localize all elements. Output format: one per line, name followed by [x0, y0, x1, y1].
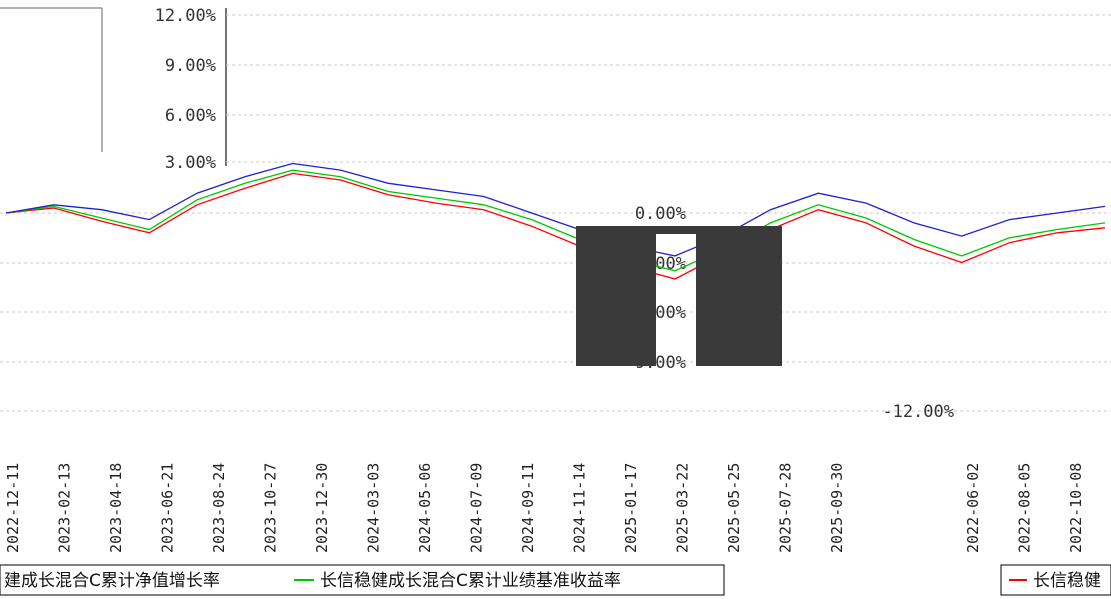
- x-tick-label: 2025-09-30: [828, 463, 846, 553]
- y-tick-label: 0.00%: [635, 204, 686, 224]
- legend-right-text: 长信稳健: [1033, 571, 1101, 591]
- grid: [0, 14, 1111, 412]
- x-tick-label: 2022-10-08: [1067, 463, 1085, 553]
- x-tick-labels: 2022-12-11 2023-02-13 2023-04-18 2023-06-21…: [4, 463, 1085, 553]
- series-line: [5, 172, 1106, 280]
- y-tick-label: 3.00%: [165, 153, 216, 173]
- y-tick-label: 6.00%: [165, 106, 216, 126]
- x-tick-label: 2024-03-03: [365, 463, 383, 553]
- x-tick-label: 2023-12-30: [313, 463, 331, 553]
- y-tick-label: 12.00%: [155, 6, 216, 26]
- plot-frame: [0, 7, 227, 166]
- x-tick-label: 2023-10-27: [262, 463, 280, 553]
- artifact-block-top: [576, 226, 782, 234]
- x-tick-label: 2022-12-11: [4, 463, 22, 553]
- y-tick-label: -12.00%: [882, 402, 954, 422]
- legend-left-text: 建成长混合C累计净值增长率: [4, 571, 220, 591]
- x-tick-label: 2022-08-05: [1016, 463, 1034, 553]
- series-layer: [5, 162, 1106, 280]
- artifact-block-left: [576, 226, 656, 366]
- x-tick-label: 2023-02-13: [56, 463, 74, 553]
- legend-box: [0, 564, 725, 596]
- x-tick-label: 2024-05-06: [416, 463, 434, 553]
- y-tick-label: 9.00%: [165, 56, 216, 76]
- legend-right-box: [1000, 564, 1111, 596]
- series-line: [5, 169, 1106, 272]
- x-tick-label: 2023-08-24: [210, 463, 228, 553]
- legend-middle-text: 长信稳健成长混合C累计业绩基准收益率: [320, 571, 621, 591]
- x-tick-label: 2022-06-02: [964, 463, 982, 553]
- x-tick-label: 2024-07-09: [468, 463, 486, 553]
- x-tick-label: 2025-05-25: [725, 463, 743, 553]
- x-tick-label: 2025-01-17: [622, 463, 640, 553]
- x-tick-label: 2023-04-18: [107, 463, 125, 553]
- legend: 建成长混合C累计净值增长率 长信稳健成长混合C累计业绩基准收益率 长信稳健: [0, 564, 1111, 596]
- artifact-overlay: [576, 226, 782, 366]
- x-tick-label: 2025-07-28: [777, 463, 795, 553]
- x-tick-label: 2025-03-22: [674, 463, 692, 553]
- series-line: [5, 162, 1106, 257]
- x-tick-label: 2023-06-21: [159, 463, 177, 553]
- x-tick-label: 2024-11-14: [571, 463, 589, 553]
- artifact-block-right: [696, 226, 782, 366]
- x-tick-label: 2024-09-11: [519, 463, 537, 553]
